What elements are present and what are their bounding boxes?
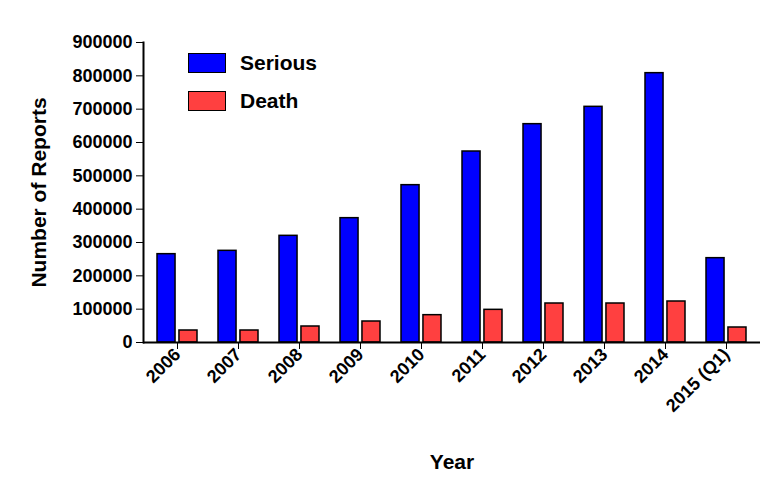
html-text:Death: Death <box>240 89 299 112</box>
svg-text:400000: 400000 <box>72 199 132 219</box>
html-text:Serious: Serious <box>240 51 317 74</box>
svg-text:Year: Year <box>430 450 474 473</box>
svg-text:2007: 2007 <box>203 344 245 386</box>
svg-text:0: 0 <box>122 332 132 352</box>
svg-text:2006: 2006 <box>142 344 184 386</box>
svg-text:300000: 300000 <box>72 232 132 252</box>
svg-text:2015 (Q1): 2015 (Q1) <box>662 344 733 415</box>
svg-text:2011: 2011 <box>448 344 490 386</box>
svg-text:800000: 800000 <box>72 66 132 86</box>
svg-text:900000: 900000 <box>72 32 132 52</box>
svg-text:2009: 2009 <box>325 344 367 386</box>
svg-text:Number of Reports: Number of Reports <box>27 97 50 287</box>
svg-text:2014: 2014 <box>630 344 672 386</box>
svg-text:2012: 2012 <box>508 344 550 386</box>
svg-text:600000: 600000 <box>72 132 132 152</box>
svg-text:2008: 2008 <box>264 344 306 386</box>
svg-text:2010: 2010 <box>386 344 428 386</box>
svg-text:700000: 700000 <box>72 99 132 119</box>
svg-text:500000: 500000 <box>72 166 132 186</box>
svg-text:200000: 200000 <box>72 266 132 286</box>
svg-text:2013: 2013 <box>569 344 611 386</box>
svg-text:100000: 100000 <box>72 299 132 319</box>
